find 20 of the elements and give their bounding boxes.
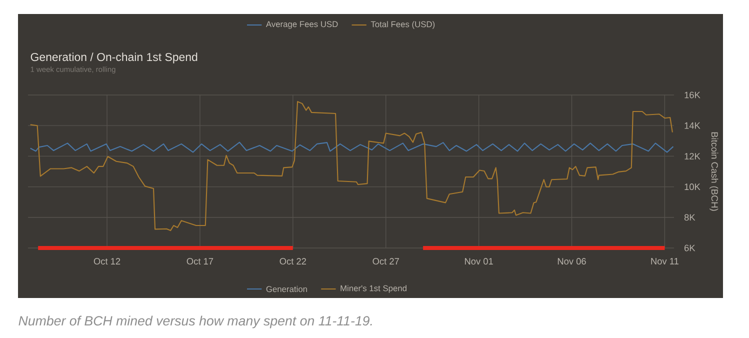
legend-label: Miner's 1st Spend [340,285,406,293]
x-tick-label: Oct 27 [372,258,399,265]
y-tick-label: 14K [684,122,700,129]
x-tick-label: Oct 12 [94,258,120,265]
x-tick-label: Nov 06 [558,258,586,265]
y-tick-label: 16K [684,92,700,98]
x-tick-label: Nov 01 [464,258,493,265]
text: Total Fees (USD) [370,21,435,29]
y-axis-title: Bitcoin Cash (BCH) [710,132,718,211]
y-tick-label: 6K [684,244,696,252]
y-tick-label: 10K [684,184,700,190]
chart-title: Generation / On-chain 1st Spend [30,52,198,64]
legend-label: Generation [266,286,307,292]
x-tick-label: Oct 17 [186,258,214,265]
y-tick-label: 12K [684,152,700,160]
x-tick-label: Oct 22 [280,258,306,265]
y-tick-label: 8K [684,214,696,221]
x-tick-label: Nov 11 [651,258,678,264]
text: Number of BCH mined versus how many spent on 11-11-19. [18,316,372,328]
text: Average Fees USD [266,21,338,29]
